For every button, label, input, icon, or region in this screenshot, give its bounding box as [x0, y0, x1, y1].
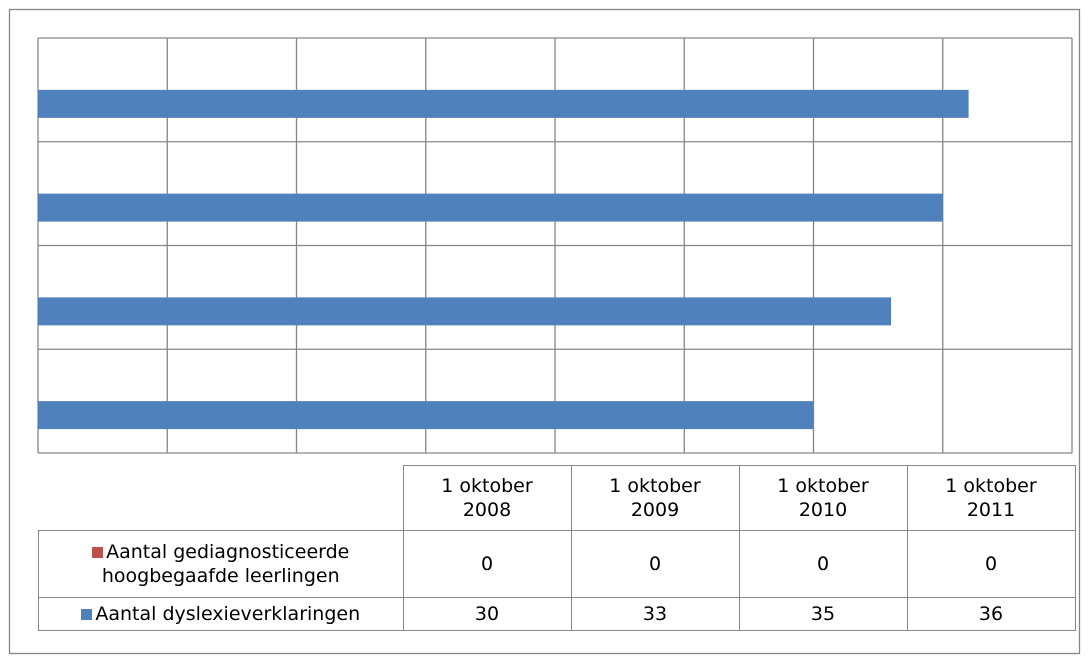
header-cell: 1 oktober 2008: [402, 465, 572, 531]
value-cell: 0: [738, 530, 908, 598]
bar: [38, 297, 892, 326]
category-label: 1 oktober 2008: [441, 475, 533, 521]
category-label: 1 oktober 2009: [609, 475, 701, 521]
value-cell: 0: [570, 530, 740, 598]
header-cell: 1 oktober 2010: [738, 465, 908, 531]
legend-swatch: [81, 609, 93, 620]
value-cell: 36: [906, 597, 1076, 631]
bar: [38, 401, 814, 430]
legend-label: Aantal gediagnosticeerde hoogbegaafde le…: [101, 541, 350, 587]
header-cell: 1 oktober 2011: [906, 465, 1076, 531]
chart-border: [8, 8, 1081, 655]
data-table: 1 oktober 2008 1 oktober 2009 1 oktober 20…: [38, 465, 1076, 631]
legend-cell: Aantal dyslexieverklaringen: [38, 597, 404, 631]
value-cell: 0: [906, 530, 1076, 598]
header-cell: 1 oktober 2009: [570, 465, 740, 531]
value-cell: 30: [402, 597, 572, 631]
value-cell: 0: [402, 530, 572, 598]
value-cell: 33: [570, 597, 740, 631]
category-label: 1 oktober 2011: [945, 475, 1037, 521]
legend-cell: Aantal gediagnosticeerde hoogbegaafde le…: [38, 530, 404, 598]
bar: [38, 89, 969, 118]
legend-label: Aantal dyslexieverklaringen: [95, 603, 361, 625]
header-row: 1 oktober 2008 1 oktober 2009 1 oktober 20…: [39, 465, 1076, 531]
legend-swatch: [92, 547, 104, 558]
bar: [38, 193, 943, 222]
blank-cell: [39, 466, 404, 531]
series-row: Aantal dyslexieverklaringen 30 33 35 36: [38, 597, 1076, 631]
value-cell: 35: [738, 597, 908, 631]
series-row: Aantal gediagnosticeerde hoogbegaafde le…: [38, 530, 1076, 598]
category-label: 1 oktober 2010: [777, 475, 869, 521]
